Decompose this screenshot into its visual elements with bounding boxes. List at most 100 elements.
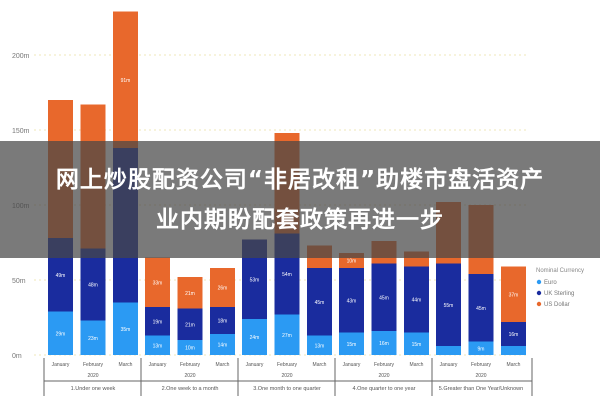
headline-line-2: 业内期盼配套政策再进一步 <box>156 206 444 233</box>
bar-segment <box>113 302 138 355</box>
x-month-label: March <box>313 362 327 368</box>
data-label: 53m <box>250 277 260 283</box>
bar-segment <box>177 340 203 355</box>
data-label: 13m <box>315 343 325 349</box>
bar-segment <box>210 268 235 307</box>
data-label: 29m <box>56 331 66 337</box>
data-label: 45m <box>476 306 486 312</box>
y-tick-label: 150m <box>12 128 30 135</box>
data-label: 16m <box>379 341 389 347</box>
bar-segment <box>210 334 235 355</box>
headline-banner: 网上炒股配资公司“非居改租”助楼市盘活资产 业内期盼配套政策再进一步 <box>0 141 600 258</box>
data-label: 33m <box>153 280 163 286</box>
x-group-label: 1.Under one week <box>71 386 116 392</box>
data-label: 13m <box>153 343 163 349</box>
data-label: 37m <box>509 292 519 298</box>
data-label: 43m <box>347 298 357 304</box>
bar-segment <box>307 335 332 355</box>
x-month-label: March <box>216 362 230 368</box>
x-year-label: 2020 <box>281 373 292 379</box>
bar-segment <box>468 274 494 342</box>
x-month-label: January <box>52 362 70 368</box>
data-label: 45m <box>315 300 325 306</box>
x-group-label: 2.One week to a month <box>162 386 219 392</box>
x-year-label: 2020 <box>87 373 98 379</box>
bar-segment <box>210 307 235 334</box>
legend-title: Nominal Currency <box>536 268 584 274</box>
x-year-label: 2020 <box>475 373 486 379</box>
x-month-label: March <box>119 362 133 368</box>
bar-segment <box>404 266 429 333</box>
bar-segment <box>404 332 429 355</box>
data-label: 45m <box>379 295 389 301</box>
x-month-label: February <box>83 362 104 368</box>
x-group-label: 5.Greater than One Year/Unknown <box>439 386 523 392</box>
data-label: 21m <box>185 322 195 328</box>
data-label: 10m <box>347 259 357 265</box>
bar-segment <box>177 277 203 309</box>
data-label: 48m <box>88 283 98 289</box>
bar-segment <box>242 319 267 355</box>
bar-segment <box>436 346 461 355</box>
x-month-label: March <box>507 362 521 368</box>
x-month-label: February <box>180 362 201 368</box>
x-month-label: January <box>246 362 264 368</box>
x-month-label: February <box>277 362 298 368</box>
legend-marker <box>536 279 542 285</box>
bar-segment <box>145 335 170 355</box>
data-label: 91m <box>121 78 131 84</box>
bar-segment <box>145 257 170 307</box>
x-group-label: 4.One quarter to one year <box>353 386 416 392</box>
x-month-label: March <box>410 362 424 368</box>
legend-label: Euro <box>544 280 557 286</box>
x-year-label: 2020 <box>378 373 389 379</box>
x-month-label: February <box>374 362 395 368</box>
data-label: 35m <box>121 327 131 333</box>
headline-line-1: 网上炒股配资公司“非居改租”助楼市盘活资产 <box>55 166 545 193</box>
bar-segment <box>501 266 526 322</box>
bar-segment <box>501 322 526 346</box>
data-label: 49m <box>56 273 66 279</box>
data-label: 26m <box>218 286 228 292</box>
x-group-label: 3.One month to one quarter <box>253 386 321 392</box>
data-label: 24m <box>250 335 260 341</box>
data-label: 23m <box>88 336 98 342</box>
data-label: 16m <box>509 332 519 338</box>
bar-segment <box>371 331 397 355</box>
bar-segment <box>80 320 106 355</box>
bar-segment <box>80 248 106 321</box>
data-label: 15m <box>347 342 357 348</box>
bar-segment <box>436 263 461 346</box>
x-month-label: February <box>471 362 492 368</box>
x-month-label: January <box>149 362 167 368</box>
data-label: 18m <box>218 319 228 325</box>
data-label: 27m <box>282 333 292 339</box>
data-label: 54m <box>282 272 292 278</box>
bar-segment <box>48 311 73 355</box>
bar-segment <box>501 346 526 355</box>
bar-segment <box>371 263 397 331</box>
data-label: 14m <box>218 343 228 349</box>
data-label: 21m <box>185 291 195 297</box>
legend-marker <box>536 290 542 296</box>
bar-segment <box>177 308 203 340</box>
data-label: 10m <box>185 346 195 352</box>
x-year-label: 2020 <box>184 373 195 379</box>
y-tick-label: 50m <box>12 278 26 285</box>
legend-label: US Dollar <box>544 302 570 308</box>
legend-label: UK Sterling <box>544 291 574 297</box>
data-label: 44m <box>412 298 422 304</box>
data-label: 55m <box>444 303 454 309</box>
bar-segment <box>468 341 494 355</box>
y-tick-label: 200m <box>12 53 30 60</box>
x-month-label: January <box>440 362 458 368</box>
y-tick-label: 0m <box>12 353 22 360</box>
bar-segment <box>339 268 364 333</box>
bar-segment <box>145 307 170 336</box>
bar-segment <box>307 268 332 336</box>
legend-marker <box>536 301 542 307</box>
bar-segment <box>274 314 300 355</box>
bar-segment <box>339 332 364 355</box>
bar-segment <box>113 11 138 148</box>
